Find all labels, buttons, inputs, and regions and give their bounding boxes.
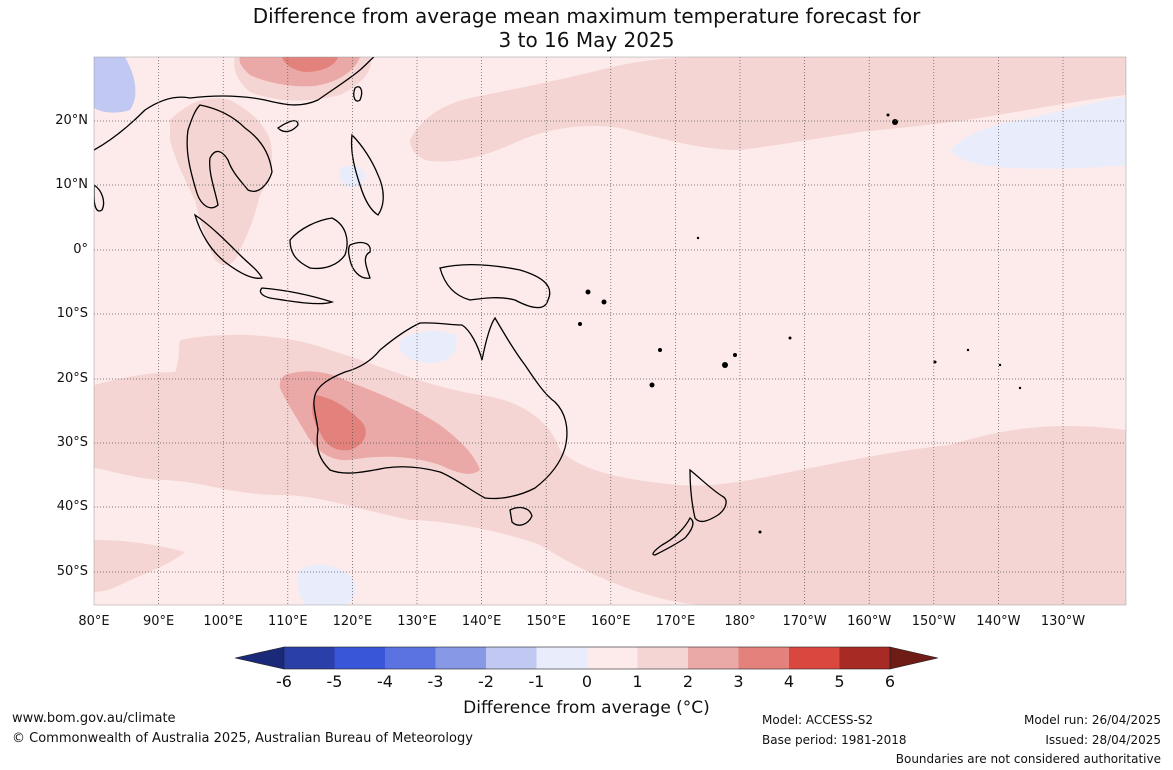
anomaly-region-south-china-core bbox=[282, 57, 338, 72]
colorbar-tick-label: 2 bbox=[682, 672, 694, 691]
latitude-label: 20°S bbox=[56, 371, 88, 386]
borneo-coastline bbox=[289, 217, 348, 270]
title-line-2: 3 to 16 May 2025 bbox=[498, 28, 675, 52]
colorbar-segment bbox=[435, 647, 486, 669]
longitude-label: 110°E bbox=[268, 614, 308, 629]
indochina-coastline bbox=[186, 104, 273, 209]
colorbar-segment bbox=[536, 647, 587, 669]
tasmania-coastline bbox=[509, 506, 533, 526]
longitude-label: 150°W bbox=[911, 614, 956, 629]
anomaly-region-southeast-asia bbox=[170, 98, 272, 266]
colorbar-tick-label: -4 bbox=[377, 672, 393, 691]
anomaly-region-gulf-cool bbox=[400, 330, 457, 364]
colorbar-tick-label: -5 bbox=[326, 672, 343, 691]
colorbar-tick-label: 1 bbox=[632, 672, 643, 691]
philippines-coastline bbox=[350, 133, 384, 216]
colorbar-tick-label: 4 bbox=[783, 672, 795, 691]
australia-coastline bbox=[313, 316, 568, 500]
model-name: Model: ACCESS-S2 bbox=[762, 713, 874, 727]
colorbar-segment bbox=[789, 647, 840, 669]
longitude-label: 170°W bbox=[782, 614, 827, 629]
anomaly-region-western-australia-core bbox=[312, 395, 366, 451]
latitude-label: 20°N bbox=[55, 113, 88, 128]
colorbar-tick-label: -6 bbox=[276, 672, 292, 691]
colorbar-tick-label: -3 bbox=[427, 672, 444, 691]
colorbar-segment bbox=[587, 647, 638, 669]
anomaly-region-north-east-pacific-cool bbox=[950, 97, 1126, 169]
colorbar-segment bbox=[637, 647, 688, 669]
longitude-label: 180° bbox=[724, 614, 756, 629]
anomaly-region-north-west-pacific bbox=[410, 57, 1126, 162]
base-period: Base period: 1981-2018 bbox=[762, 733, 907, 747]
longitude-label: 120°E bbox=[332, 614, 373, 629]
colorbar-tick-label: 0 bbox=[581, 672, 593, 691]
longitude-label: 140°E bbox=[461, 614, 502, 629]
latitude-label: 10°S bbox=[56, 306, 88, 321]
colorbar-segment bbox=[688, 647, 739, 669]
colorbar-extend-low bbox=[234, 646, 285, 670]
longitude-label: 140°W bbox=[976, 614, 1021, 629]
sumatra-coastline bbox=[193, 213, 263, 279]
copyright-text: © Commonwealth of Australia 2025, Austra… bbox=[12, 731, 473, 746]
colorbar-tick-label: 3 bbox=[733, 672, 744, 691]
coastlines bbox=[94, 57, 727, 556]
issued-date: Issued: 28/04/2025 bbox=[1045, 733, 1161, 747]
colorbar-segment bbox=[738, 647, 789, 669]
longitude-label: 80°E bbox=[78, 614, 110, 629]
latitude-label: 50°S bbox=[56, 564, 88, 579]
latitude-label: 40°S bbox=[56, 499, 88, 514]
colorbar-segment bbox=[284, 647, 335, 669]
map-frame bbox=[93, 56, 1127, 606]
latitude-label: 30°S bbox=[56, 435, 88, 450]
latitude-label: 10°N bbox=[55, 177, 88, 192]
longitude-label: 90°E bbox=[142, 614, 175, 629]
longitude-label: 160°E bbox=[591, 614, 631, 629]
longitude-label: 150°E bbox=[526, 614, 566, 629]
anomaly-region-western-australia bbox=[279, 371, 480, 474]
colorbar-segment bbox=[486, 647, 537, 669]
colorbar-tick-label: -2 bbox=[478, 672, 494, 691]
graticule bbox=[94, 57, 1126, 605]
colorbar-tick-label: 5 bbox=[834, 672, 845, 691]
anomaly-region-china-cool bbox=[94, 57, 136, 113]
sri-lanka-coastline bbox=[94, 184, 105, 212]
islands bbox=[578, 113, 1022, 534]
java-coastline bbox=[259, 287, 335, 305]
anomaly-region-southern-ocean-cool bbox=[297, 564, 356, 605]
colorbar-tick-label: -1 bbox=[528, 672, 545, 691]
anomaly-region-south-west bbox=[94, 540, 185, 592]
website-link[interactable]: www.bom.gov.au/climate bbox=[12, 711, 176, 726]
new-zealand-south-coastline bbox=[652, 517, 694, 556]
new-guinea-coastline bbox=[439, 264, 551, 309]
colorbar bbox=[234, 646, 939, 670]
map-title: Difference from average mean maximum tem… bbox=[0, 4, 1173, 52]
colorbar-segment bbox=[839, 647, 890, 669]
longitude-label: 130°W bbox=[1040, 614, 1086, 629]
longitude-label: 160°W bbox=[847, 614, 892, 629]
colorbar-tick-label: 6 bbox=[884, 672, 896, 691]
longitude-label: 170°E bbox=[655, 614, 696, 629]
title-line-1: Difference from average mean maximum tem… bbox=[252, 4, 921, 28]
colorbar-segment bbox=[334, 647, 385, 669]
colorbar-frame bbox=[283, 646, 891, 670]
boundary-disclaimer: Boundaries are not considered authoritat… bbox=[895, 752, 1161, 766]
hainan-taiwan-coastline bbox=[276, 86, 363, 133]
asia-mainland-coastline bbox=[94, 57, 375, 151]
longitude-label: 100°E bbox=[203, 614, 243, 629]
colorbar-segment bbox=[385, 647, 436, 669]
longitude-label: 130°E bbox=[397, 614, 437, 629]
new-zealand-north-coastline bbox=[689, 468, 727, 523]
sulawesi-coastline bbox=[347, 241, 371, 279]
colorbar-label: Difference from average (°C) bbox=[463, 698, 710, 718]
colorbar-extend-high bbox=[889, 646, 939, 670]
model-run-date: Model run: 26/04/2025 bbox=[1023, 713, 1161, 727]
latitude-label: 0° bbox=[73, 242, 88, 257]
